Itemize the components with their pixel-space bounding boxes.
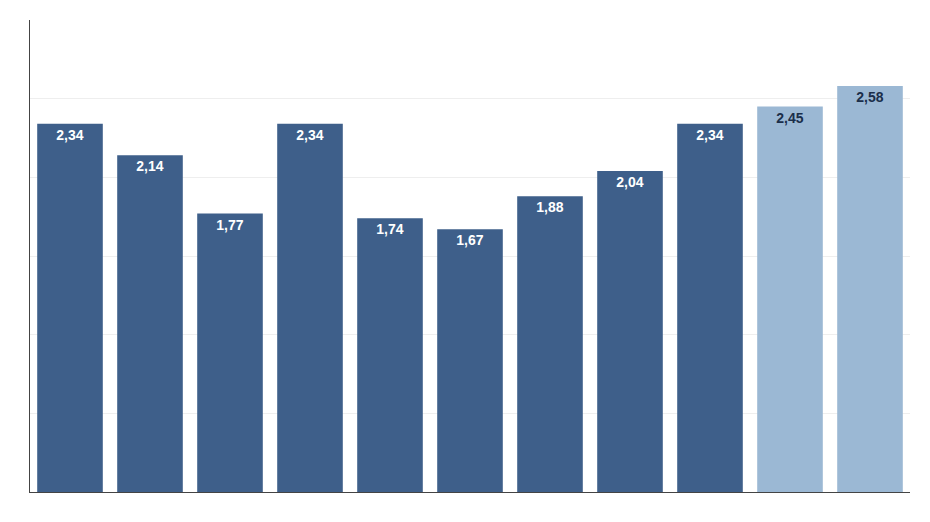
svg-text:1,74: 1,74 <box>376 221 403 237</box>
svg-text:2,34: 2,34 <box>696 127 723 143</box>
svg-text:2,34: 2,34 <box>296 127 323 143</box>
svg-text:1,77: 1,77 <box>216 217 243 233</box>
svg-text:2,45: 2,45 <box>776 110 803 126</box>
svg-text:1,88: 1,88 <box>536 199 563 215</box>
svg-text:2,14: 2,14 <box>136 158 163 174</box>
svg-text:2,04: 2,04 <box>616 174 643 190</box>
svg-text:1,67: 1,67 <box>456 232 483 248</box>
svg-text:2,34: 2,34 <box>56 127 83 143</box>
svg-text:2,58: 2,58 <box>856 89 883 105</box>
